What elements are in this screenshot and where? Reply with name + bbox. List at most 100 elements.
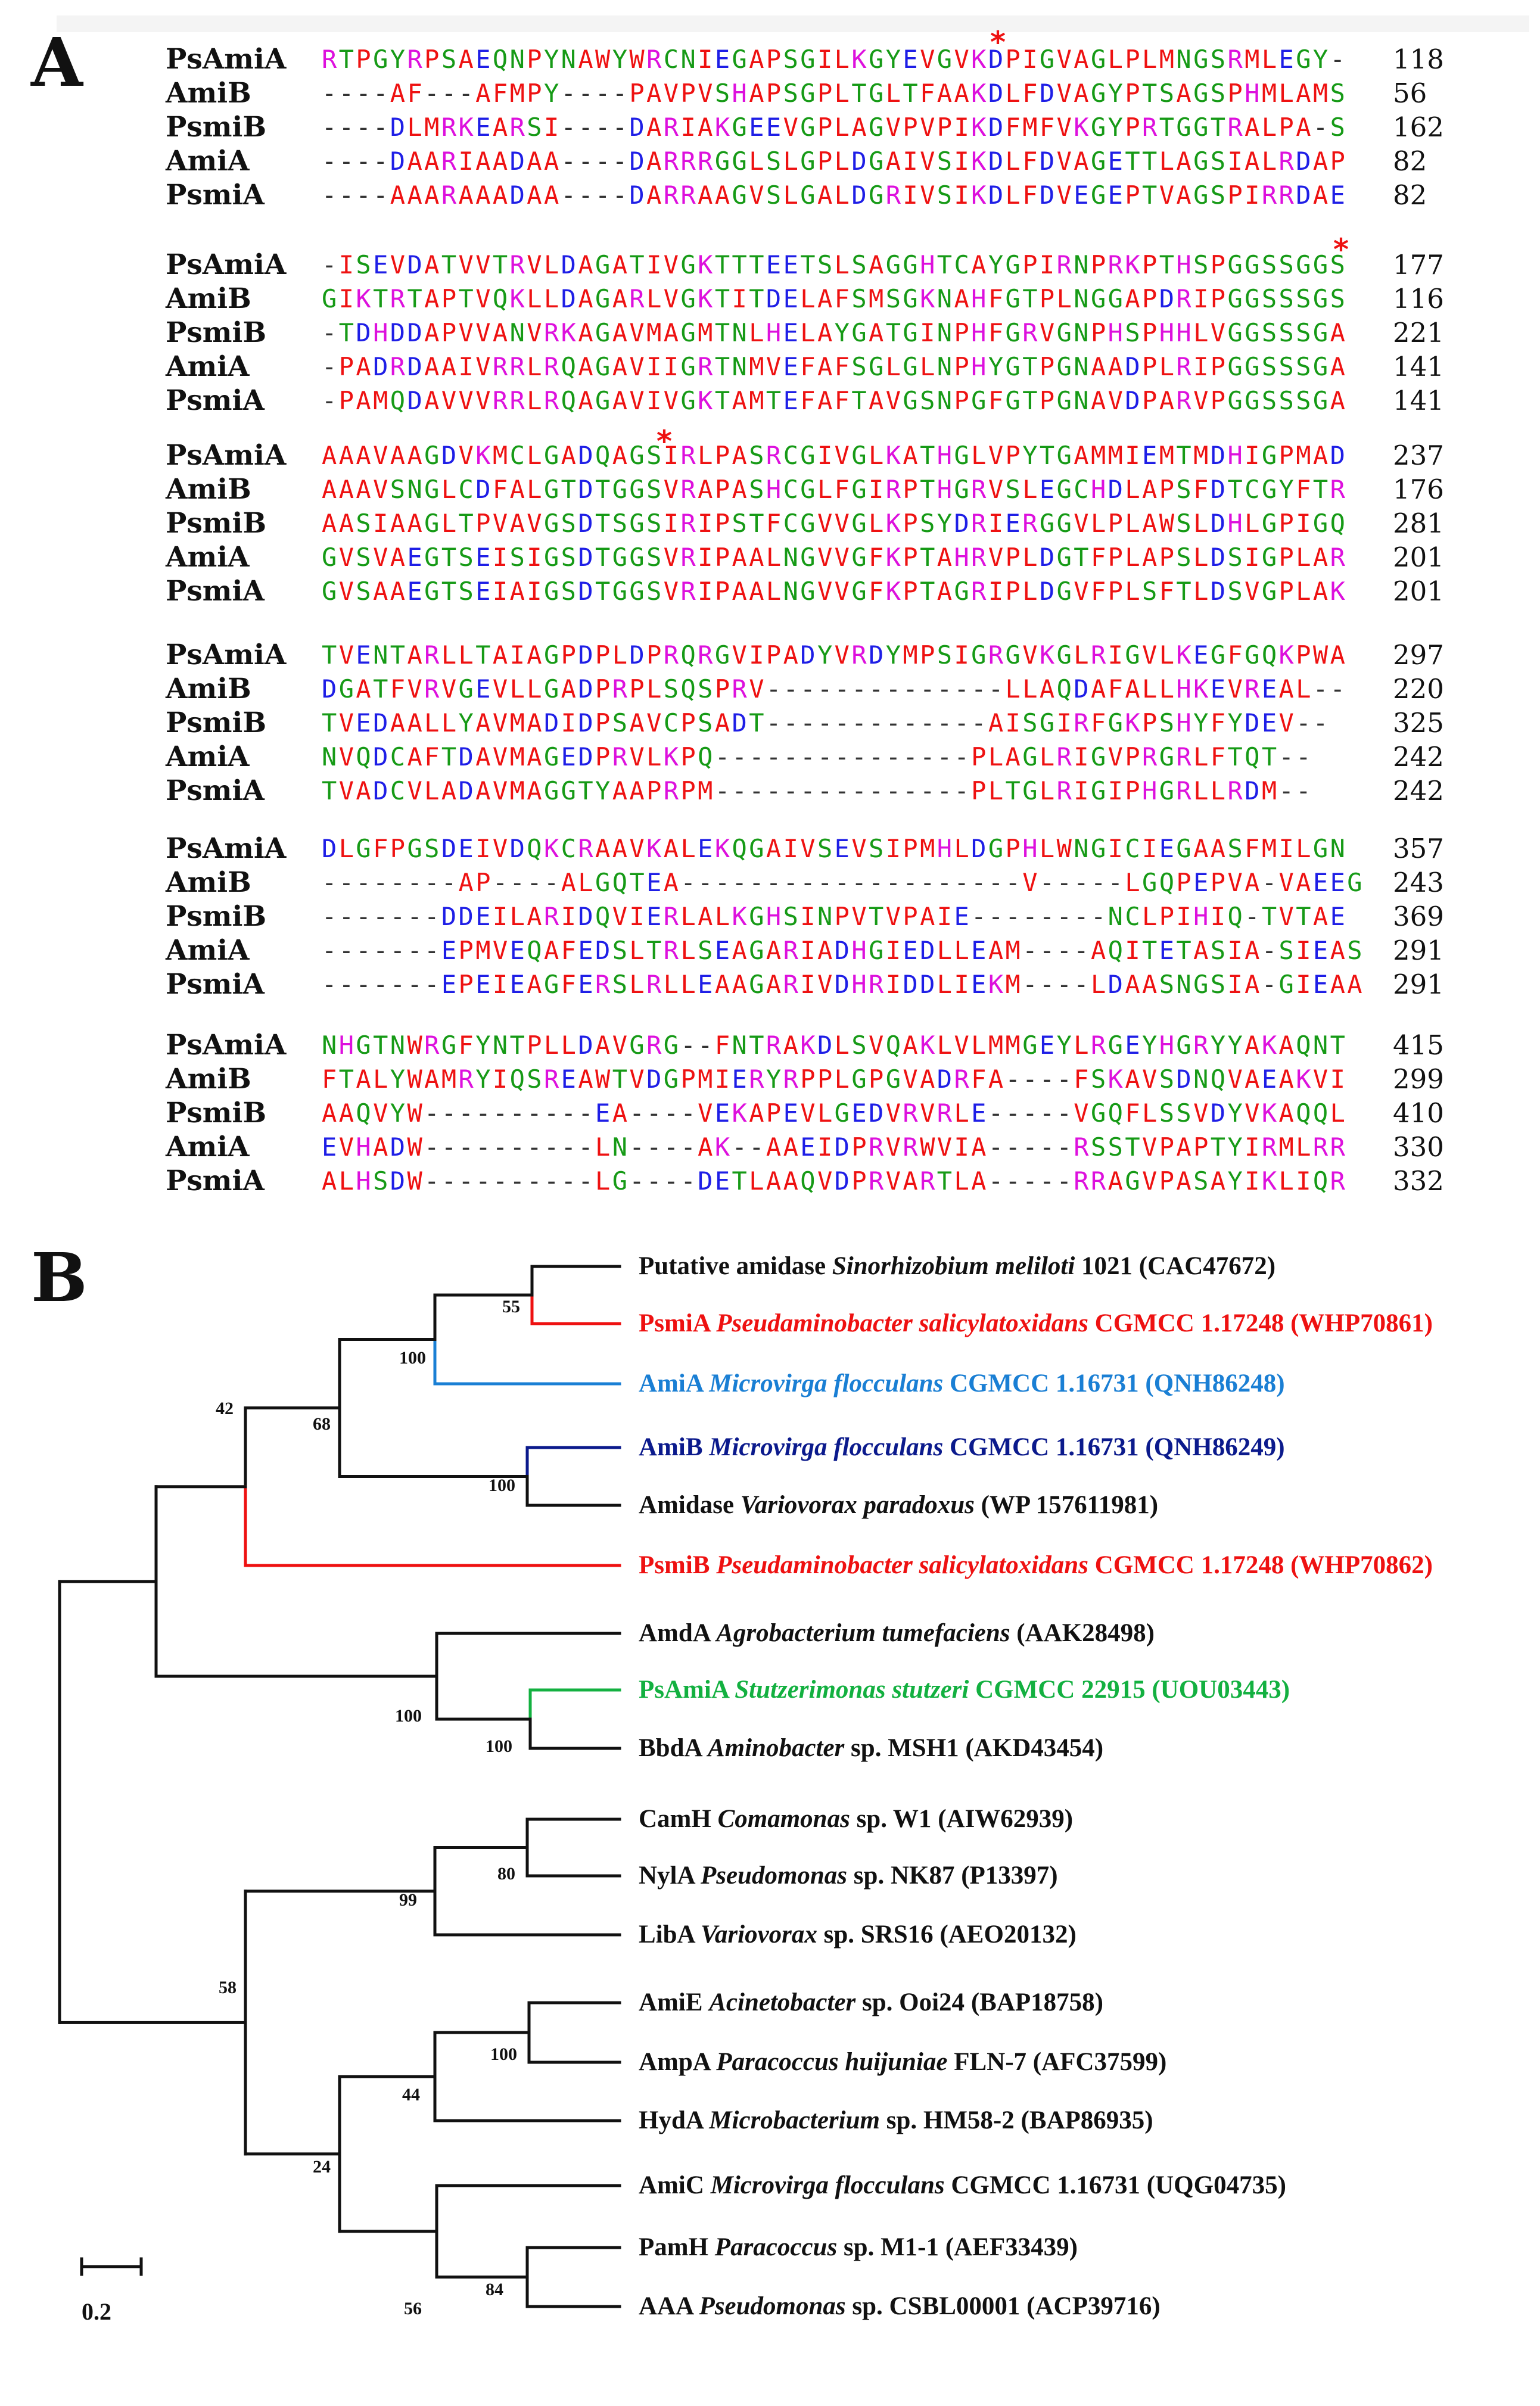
protein-name: AAA: [639, 2292, 693, 2320]
accession-number: (WP 157611981): [981, 1491, 1159, 1519]
species-name: Comamonas: [717, 1805, 850, 1833]
sequence-name: AmiB: [166, 866, 251, 899]
sequence-residues: GIKTRTAPTVQKLLDAGARLVGKTITDELAFSMSGKNAHF…: [322, 284, 1348, 313]
accession-number: (QNH86249): [1145, 1433, 1285, 1461]
bootstrap-value: 100: [489, 1476, 515, 1495]
protein-name: PamH: [639, 2233, 709, 2261]
species-name: Paracoccus huijuniae: [716, 2048, 948, 2076]
alignment-row: PsmiA ALHSDW----------LG----DETLAAQVDPRVA…: [0, 1163, 1540, 1199]
sequence-residues: AAAVAAGDVKMCLGADQAGSIRLPASRCGIVGLKATHGLV…: [322, 441, 1348, 470]
sequence-end-position: 162: [1393, 111, 1444, 143]
alignment-row: PsmiB AAQVYW----------EA----VEKAPEVLGEDVR…: [0, 1095, 1540, 1131]
strain-name: CGMCC 1.17248: [1094, 1309, 1284, 1337]
sequence-end-position: 357: [1393, 833, 1444, 864]
sequence-name: PsmiA: [166, 1165, 265, 1197]
sequence-residues: AASIAAGLTPVAVGSDTSGSIRIPSTFCGVVGLKPSYDRI…: [322, 509, 1348, 538]
sequence-name: PsAmiA: [166, 639, 287, 671]
sequence-end-position: 141: [1393, 351, 1444, 382]
species-name: Pseudomonas: [699, 2292, 846, 2320]
sequence-name: AmiB: [166, 77, 251, 110]
tree-tip-label: PsAmiA Stutzerimonas stutzeri CGMCC 2291…: [639, 1674, 1290, 1705]
tree-tip-label: AmiE Acinetobacter sp. Ooi24 (BAP18758): [639, 1987, 1103, 2018]
accession-number: (QNH86248): [1145, 1369, 1285, 1397]
sequence-end-position: 242: [1393, 775, 1444, 807]
protein-name: AmiA: [639, 1369, 703, 1397]
sequence-name: PsAmiA: [166, 1029, 287, 1062]
strain-name: CGMCC 22915: [975, 1676, 1146, 1704]
strain-name: sp. CSBL00001: [852, 2292, 1021, 2320]
species-name: Variovorax: [700, 1921, 817, 1949]
alignment-row: AmiA EVHADW----------LN----AK--AAEIDPRVRW…: [0, 1129, 1540, 1165]
accession-number: (AAK28498): [1016, 1619, 1155, 1647]
strain-name: sp. HM58-2: [886, 2106, 1015, 2134]
species-name: Microvirga flocculans: [709, 1433, 944, 1461]
sequence-end-position: 242: [1393, 741, 1444, 773]
sequence-residues: ----DAARIAADAA----DARRRGGLSLGPLDGAIVSIKD…: [322, 147, 1348, 176]
alignment-row: AmiA GVSVAEGTSEISIGSDTGGSVRIPAALNGVVGFKPT…: [0, 540, 1540, 575]
alignment-row: PsAmiA RTPGYRPSAEQNPYNAWYWRCNIEGAPSGILKGY…: [0, 42, 1540, 77]
sequence-end-position: 330: [1393, 1131, 1444, 1163]
strain-name: sp. Ooi24: [862, 1988, 965, 2016]
alignment-row: PsmiA GVSAAEGTSEIAIGSDTGGSVRIPAALNGVVGFKP…: [0, 574, 1540, 609]
species-name: Stutzerimonas stutzeri: [735, 1676, 969, 1704]
tree-tip-label: AmiC Microvirga flocculans CGMCC 1.16731…: [639, 2170, 1286, 2201]
strain-name: FLN-7: [954, 2048, 1027, 2076]
sequence-residues: -------EPEIEAGFERSLRLLEAAGARIVDHRIDDLIEK…: [322, 970, 1364, 999]
sequence-end-position: 118: [1393, 43, 1444, 75]
tree-tip-label: BbdA Aminobacter sp. MSH1 (AKD43454): [639, 1733, 1103, 1764]
protein-name: Amidase: [639, 1491, 735, 1519]
sequence-residues: GVSVAEGTSEISIGSDTGGSVRIPAALNGVVGFKPTAHRV…: [322, 543, 1348, 572]
sequence-end-position: 176: [1393, 474, 1444, 505]
bootstrap-value: 58: [219, 1978, 237, 1998]
bootstrap-value: 56: [404, 2299, 422, 2318]
sequence-residues: DGATFVRVGEVLLGADPRPLSQSPRV--------------…: [322, 674, 1348, 704]
alignment-row: PsmiB AASIAAGLTPVAVGSDTSGSIRIPSTFCGVVGLKP…: [0, 506, 1540, 541]
tree-tip-label: HydA Microbacterium sp. HM58-2 (BAP86935…: [639, 2105, 1153, 2136]
sequence-residues: RTPGYRPSAEQNPYNAWYWRCNIEGAPSGILKGYEVGVKD…: [322, 45, 1348, 74]
sequence-end-position: 116: [1393, 283, 1444, 315]
strain-name: 1021: [1081, 1252, 1133, 1280]
sequence-name: PsmiA: [166, 179, 265, 211]
sequence-end-position: 220: [1393, 673, 1444, 705]
strain-name: sp. W1: [856, 1805, 932, 1833]
protein-name: HydA: [639, 2106, 703, 2134]
sequence-name: AmiB: [166, 673, 251, 705]
sequence-residues: TVADCVLADAVMAGGTYAAPRPM---------------PL…: [322, 776, 1313, 805]
sequence-end-position: 56: [1393, 77, 1427, 109]
protein-name: AmdA: [639, 1619, 710, 1647]
alignment-row: PsmiA -------EPEIEAGFERSLRLLEAAGARIVDHRID…: [0, 967, 1540, 1003]
protein-name: NylA: [639, 1862, 695, 1890]
sequence-name: AmiB: [166, 282, 251, 315]
sequence-end-position: 281: [1393, 508, 1444, 539]
panel-b-phylogenetic-tree: B Putative amidase Sinorhizobium melilot…: [0, 1239, 1540, 2406]
bootstrap-value: 24: [313, 2156, 331, 2177]
alignment-row: AmiA NVQDCAFTDAVMAGEDPRVLKPQ-------------…: [0, 739, 1540, 775]
species-name: Variovorax paradoxus: [740, 1491, 975, 1519]
sequence-end-position: 221: [1393, 317, 1444, 348]
sequence-name: AmiA: [166, 350, 250, 383]
tree-tip-label: NylA Pseudomonas sp. NK87 (P13397): [639, 1860, 1058, 1891]
sequence-end-position: 177: [1393, 249, 1444, 281]
tree-tip-label: AmpA Paracoccus huijuniae FLN-7 (AFC3759…: [639, 2047, 1166, 2078]
sequence-residues: TVENTARLLTAIAGPDPLDPRQRGVIPADYVRDYMPSIGR…: [322, 640, 1348, 670]
sequence-end-position: 201: [1393, 541, 1444, 573]
accession-number: (UQG04735): [1146, 2171, 1286, 2199]
alignment-row: AmiA ----DAARIAADAA----DARRRGGLSLGPLDGAIV…: [0, 144, 1540, 179]
sequence-end-position: 237: [1393, 440, 1444, 471]
panel-label-b: B: [31, 1239, 88, 1317]
alignment-row: PsmiA TVADCVLADAVMAGGTYAAPRPM------------…: [0, 773, 1540, 809]
alignment-row: PsAmiA -ISEVDATVVTRVLDAGATIVGKTTTEETSLSAG…: [0, 247, 1540, 283]
sequence-name: PsmiB: [166, 706, 267, 739]
alignment-row: PsAmiA DLGFPGSDEIVDQKCRAAVKALEKQGAIVSEVSI…: [0, 831, 1540, 867]
sequence-residues: EVHADW----------LN----AK--AAEIDPRVRWVIA-…: [322, 1132, 1348, 1162]
strain-name: sp. SRS16: [823, 1921, 934, 1949]
sequence-name: PsmiA: [166, 384, 265, 417]
species-name: Sinorhizobium meliloti: [832, 1252, 1075, 1280]
bootstrap-value: 100: [486, 1736, 512, 1756]
bootstrap-value: 84: [486, 2280, 503, 2299]
species-name: Acinetobacter: [709, 1988, 856, 2016]
accession-number: (CAC47672): [1138, 1252, 1276, 1280]
sequence-end-position: 415: [1393, 1029, 1444, 1061]
tree-tip-label: AmiA Microvirga flocculans CGMCC 1.16731…: [639, 1368, 1285, 1399]
sequence-name: PsmiB: [166, 316, 267, 349]
